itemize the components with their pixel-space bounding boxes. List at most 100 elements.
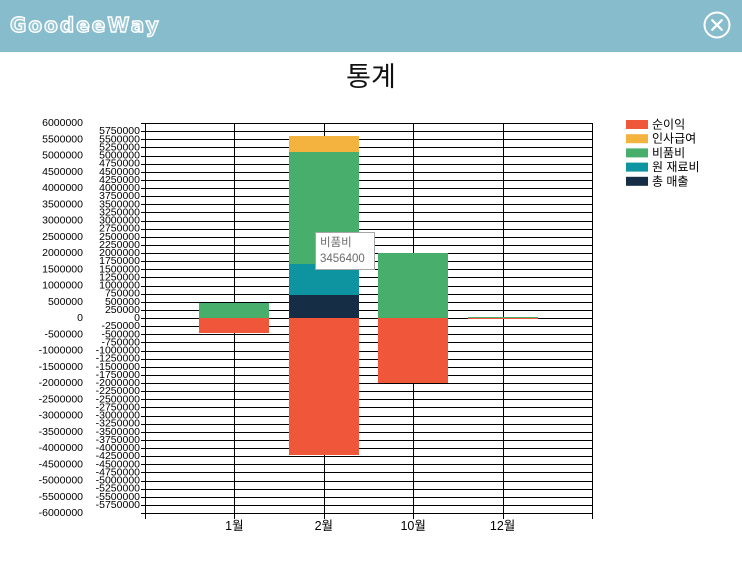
y-axis-inner-tick-label: -3750000 — [96, 434, 141, 446]
y-axis-inner-tick-label: 2250000 — [99, 239, 140, 251]
y-axis-inner-tick-label: 2500000 — [99, 231, 140, 243]
y-axis-outer-tick-label: 4000000 — [42, 182, 83, 194]
y-axis-outer-tick-label: 5500000 — [42, 133, 83, 145]
y-axis-outer-tick-label: 3000000 — [42, 215, 83, 227]
y-axis-inner-tick-label: -5000000 — [96, 475, 141, 487]
close-icon — [703, 11, 731, 39]
y-axis-outer-tick-label: -3500000 — [39, 426, 84, 438]
bar-segment-1-4[interactable] — [289, 295, 359, 318]
y-axis-inner-tick-label: -750000 — [101, 336, 140, 348]
y-axis-outer-tick-label: -4500000 — [39, 458, 84, 470]
bar-segment-3-2[interactable] — [468, 317, 538, 318]
x-axis: 1월 2월 10월 12월 — [225, 519, 515, 533]
legend-swatch — [626, 176, 648, 186]
x-axis-tick-label: 12월 — [490, 519, 515, 533]
y-axis-inner-tick-label: -5250000 — [96, 483, 141, 495]
y-axis-inner-tick-label: 4500000 — [99, 166, 140, 178]
y-axis-inner-tick-label: 5750000 — [99, 125, 140, 137]
legend-label: 인사급여 — [652, 132, 696, 146]
y-axis-outer-tick-label: 6000000 — [42, 117, 83, 129]
y-axis-inner-tick-label: 750000 — [105, 288, 140, 300]
legend-item[interactable]: 원 재료비 — [626, 160, 700, 174]
legend-item[interactable]: 비품비 — [626, 146, 685, 160]
y-axis-outer-tick-label: 1000000 — [42, 280, 83, 292]
y-axis-outer-tick-label: 2000000 — [42, 247, 83, 259]
y-axis-inner-tick-label: -1250000 — [96, 353, 141, 365]
y-axis-inner-tick-label: -2500000 — [96, 393, 141, 405]
bar-segment-2-2[interactable] — [378, 253, 448, 318]
y-axis-inner-tick-label: 1250000 — [99, 271, 140, 283]
y-axis-inner-tick-label: -250000 — [101, 320, 140, 332]
y-axis-outer-tick-label: -6000000 — [39, 507, 84, 519]
y-axis-inner-tick-label: -4250000 — [96, 450, 141, 462]
y-axis-outer-tick-label: 5000000 — [42, 150, 83, 162]
y-axis-inner-tick-label: 1000000 — [99, 280, 140, 292]
y-axis-outer: 6000000550000050000004500000400000035000… — [39, 117, 84, 519]
legend-swatch — [626, 148, 648, 158]
y-axis-inner-tick-label: -4500000 — [96, 458, 141, 470]
y-axis-outer-tick-label: -3000000 — [39, 410, 84, 422]
legend-label: 총 매출 — [652, 174, 688, 188]
y-axis-inner-tick-label: -1750000 — [96, 369, 141, 381]
x-axis-tick-label: 10월 — [400, 519, 425, 533]
legend-item[interactable]: 총 매출 — [626, 174, 688, 188]
app-header: GoodeeWay — [0, 0, 742, 52]
y-axis-inner-tick-label: -4000000 — [96, 442, 141, 454]
legend-item[interactable]: 인사급여 — [626, 132, 696, 146]
y-axis-inner-tick-label: -2250000 — [96, 385, 141, 397]
y-axis-inner-tick-label: 5250000 — [99, 141, 140, 153]
tooltip-label: 비품비 — [320, 237, 352, 249]
y-axis-inner-tick-label: 5500000 — [99, 133, 140, 145]
y-axis-inner-tick-label: 5000000 — [99, 150, 140, 162]
y-axis-inner-tick-label: 3750000 — [99, 190, 140, 202]
y-axis-inner-tick-label: -3500000 — [96, 426, 141, 438]
y-axis-outer-tick-label: -500000 — [44, 328, 83, 340]
y-axis-inner-tick-label: -2750000 — [96, 401, 141, 413]
y-axis-inner: 5750000550000052500005000000475000045000… — [96, 125, 141, 511]
y-axis-inner-tick-label: 4000000 — [99, 182, 140, 194]
y-axis-inner-tick-label: -5750000 — [96, 499, 141, 511]
y-axis-outer-tick-label: 4500000 — [42, 166, 83, 178]
y-axis-inner-tick-label: 1750000 — [99, 255, 140, 267]
y-axis-inner-tick-label: 2750000 — [99, 223, 140, 235]
y-axis-outer-tick-label: -1500000 — [39, 361, 84, 373]
x-axis-tick-label: 2월 — [315, 519, 333, 533]
y-axis-inner-tick-label: 3000000 — [99, 215, 140, 227]
y-axis-outer-tick-label: 0 — [77, 312, 83, 324]
legend-label: 원 재료비 — [652, 160, 700, 174]
y-axis-outer-tick-label: 1500000 — [42, 263, 83, 275]
y-axis-inner-tick-label: 3250000 — [99, 206, 140, 218]
y-axis-outer-tick-label: -1000000 — [39, 345, 84, 357]
y-axis-inner-tick-label: 250000 — [105, 304, 140, 316]
bar-segment-0-0[interactable] — [199, 318, 269, 333]
legend-swatch — [626, 134, 648, 144]
bar-segment-1-0[interactable] — [289, 318, 359, 455]
legend-item[interactable]: 순이익 — [626, 118, 685, 132]
bar-segment-0-2[interactable] — [199, 303, 269, 318]
y-axis-outer-tick-label: -5500000 — [39, 491, 84, 503]
bar-segment-2-0[interactable] — [378, 318, 448, 383]
tooltip-value: 3456400 — [320, 253, 365, 265]
bar-segment-1-1[interactable] — [289, 136, 359, 152]
y-axis-inner-tick-label: -3250000 — [96, 418, 141, 430]
y-axis-inner-tick-label: 4750000 — [99, 158, 140, 170]
y-axis-inner-tick-label: 1500000 — [99, 263, 140, 275]
y-axis-inner-tick-label: -5500000 — [96, 491, 141, 503]
legend-label: 순이익 — [652, 118, 685, 132]
y-axis-outer-tick-label: -2500000 — [39, 393, 84, 405]
y-axis-outer-tick-label: -2000000 — [39, 377, 84, 389]
y-axis-outer-tick-label: 2500000 — [42, 231, 83, 243]
logo: GoodeeWay — [9, 12, 161, 37]
bar-segment-3-0[interactable] — [468, 318, 538, 319]
y-axis-inner-tick-label: -2000000 — [96, 377, 141, 389]
y-axis-outer-tick-label: 3500000 — [42, 198, 83, 210]
legend-label: 비품비 — [652, 146, 685, 160]
y-axis-inner-tick-label: 2000000 — [99, 247, 140, 259]
bars — [199, 136, 538, 455]
y-axis-outer-tick-label: -4000000 — [39, 442, 84, 454]
y-axis-outer-tick-label: 500000 — [48, 296, 83, 308]
x-axis-tick-label: 1월 — [225, 519, 243, 533]
close-button[interactable] — [703, 11, 731, 39]
